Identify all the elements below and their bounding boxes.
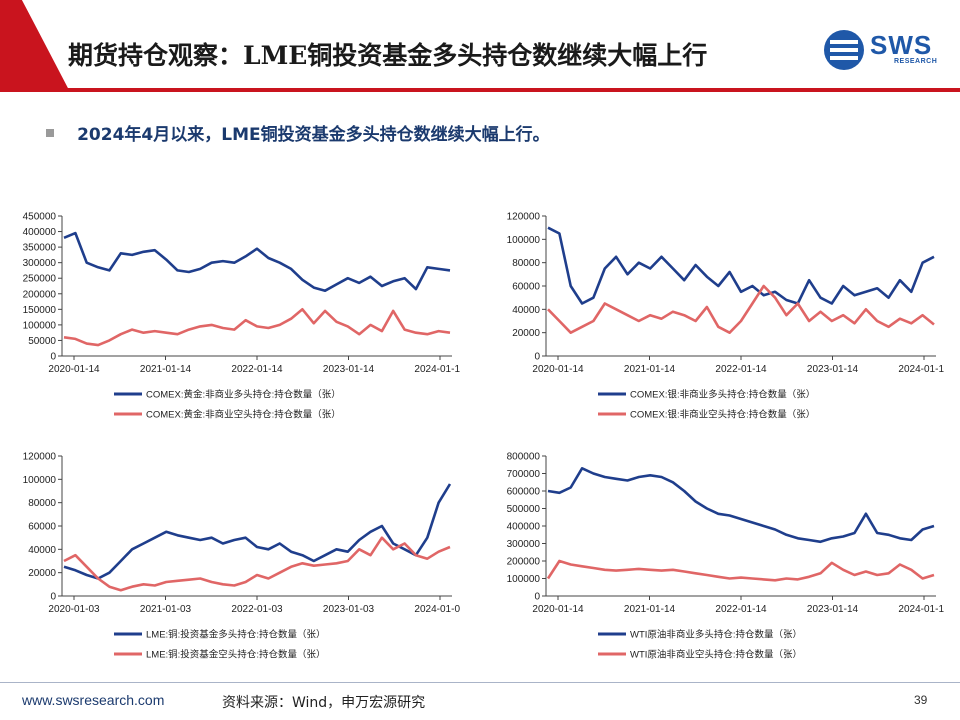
y-tick-label: 100000 — [507, 235, 541, 246]
y-tick-label: 400000 — [507, 522, 541, 533]
y-tick-label: 700000 — [507, 469, 541, 480]
x-tick-label: 2021-01-14 — [624, 604, 676, 615]
x-tick-label: 2023-01-03 — [323, 604, 375, 615]
legend-label: COMEX:银:非商业多头持仓:持仓数量（张） — [630, 389, 815, 401]
x-tick-label: 2020-01-14 — [532, 364, 584, 375]
logo-text: SWS — [870, 30, 933, 60]
series-line-short — [63, 536, 451, 592]
y-tick-label: 0 — [50, 352, 56, 363]
series-line-long — [547, 466, 935, 544]
x-tick-label: 2024-01-03 — [414, 604, 460, 615]
y-tick-label: 400000 — [23, 227, 57, 238]
chart-comex-gold: 0 50000 100000 150000 200000 250000 300000 3500… — [23, 212, 460, 421]
y-tick-label: 20000 — [512, 328, 540, 339]
y-tick-label: 350000 — [23, 243, 57, 254]
x-tick-label: 2022-01-03 — [231, 604, 283, 615]
legend-label: COMEX:黄金:非商业空头持仓:持仓数量（张） — [146, 409, 341, 421]
x-tick-label: 2021-01-14 — [140, 364, 192, 375]
y-tick-label: 50000 — [28, 336, 56, 347]
x-tick-label: 2021-01-14 — [624, 364, 676, 375]
legend-label: COMEX:黄金:非商业多头持仓:持仓数量（张） — [146, 389, 341, 401]
header-band — [0, 0, 960, 92]
y-tick-label: 80000 — [512, 258, 540, 269]
series-line-long — [547, 226, 935, 305]
footer-website-link[interactable]: www.swsresearch.com — [22, 692, 165, 708]
series-line-short — [546, 559, 935, 582]
square-bullet-icon — [46, 128, 54, 137]
y-tick-label: 250000 — [23, 274, 57, 285]
y-tick-label: 0 — [534, 592, 540, 603]
legend-label: WTI原油非商业空头持仓:持仓数量（张） — [630, 649, 802, 661]
sws-emblem-icon — [824, 30, 864, 70]
y-tick-label: 120000 — [507, 212, 541, 223]
footer-divider — [0, 682, 960, 683]
series-line-long — [63, 231, 451, 292]
x-tick-label: 2020-01-03 — [48, 604, 100, 615]
y-tick-label: 800000 — [507, 452, 541, 463]
logo-subtext: RESEARCH — [894, 58, 938, 65]
y-tick-label: 200000 — [23, 289, 57, 300]
footer-source: 资料来源：Wind，申万宏源研究 — [222, 695, 426, 711]
x-tick-label: 2023-01-14 — [323, 364, 375, 375]
chart-wti-crude: 0 100000 200000 300000 400000 500000 600000 700… — [507, 452, 944, 661]
chart-comex-silver: 0 20000 40000 60000 80000 100000 120000 2020-01… — [507, 212, 944, 421]
x-tick-label: 2022-01-14 — [715, 364, 767, 375]
x-tick-label: 2023-01-14 — [807, 364, 859, 375]
legend-label: LME:铜:投资基金多头持仓:持仓数量（张） — [146, 629, 325, 641]
series-line-short — [63, 308, 451, 347]
y-tick-label: 600000 — [507, 487, 541, 498]
y-tick-label: 100000 — [23, 320, 57, 331]
summary-text: 2024年4月以来，LME铜投资基金多头持仓数继续大幅上行。 — [77, 125, 550, 145]
y-tick-label: 40000 — [512, 305, 540, 316]
x-tick-label: 2020-01-14 — [48, 364, 100, 375]
legend-label: COMEX:银:非商业空头持仓:持仓数量（张） — [630, 409, 815, 421]
y-tick-label: 200000 — [507, 557, 541, 568]
y-tick-label: 20000 — [28, 568, 56, 579]
y-tick-label: 300000 — [507, 539, 541, 550]
series-line-long — [63, 483, 452, 580]
y-tick-label: 300000 — [23, 258, 57, 269]
chart-lme-copper: 0 20000 40000 60000 80000 100000 120000 2020-01… — [23, 452, 460, 661]
y-tick-label: 100000 — [507, 574, 541, 585]
y-tick-label: 80000 — [28, 498, 56, 509]
x-tick-label: 2020-01-14 — [532, 604, 584, 615]
y-tick-label: 450000 — [23, 212, 57, 223]
y-tick-label: 60000 — [28, 522, 56, 533]
x-tick-label: 2023-01-14 — [807, 604, 859, 615]
y-tick-label: 500000 — [507, 504, 541, 515]
legend-label: WTI原油非商业多头持仓:持仓数量（张） — [630, 629, 802, 641]
y-tick-label: 0 — [534, 352, 540, 363]
x-tick-label: 2022-01-14 — [231, 364, 283, 375]
x-tick-label: 2022-01-14 — [715, 604, 767, 615]
y-tick-label: 150000 — [23, 305, 57, 316]
y-tick-label: 0 — [50, 592, 56, 603]
x-tick-label: 2024-01-14 — [414, 364, 460, 375]
x-tick-label: 2024-01-14 — [898, 364, 944, 375]
page-title: 期货持仓观察：LME铜投资基金多头持仓数继续大幅上行 — [68, 41, 708, 70]
legend-label: LME:铜:投资基金空头持仓:持仓数量（张） — [146, 649, 325, 661]
sws-logo: SWS RESEARCH — [822, 28, 942, 72]
x-tick-label: 2024-01-14 — [898, 604, 944, 615]
x-tick-label: 2021-01-03 — [140, 604, 192, 615]
summary-bullet: 2024年4月以来，LME铜投资基金多头持仓数继续大幅上行。 — [46, 120, 550, 145]
page-number: 39 — [914, 693, 928, 707]
y-tick-label: 60000 — [512, 282, 540, 293]
y-tick-label: 120000 — [23, 452, 57, 463]
y-tick-label: 40000 — [28, 545, 56, 556]
y-tick-label: 100000 — [23, 475, 57, 486]
series-line-short — [547, 284, 935, 334]
